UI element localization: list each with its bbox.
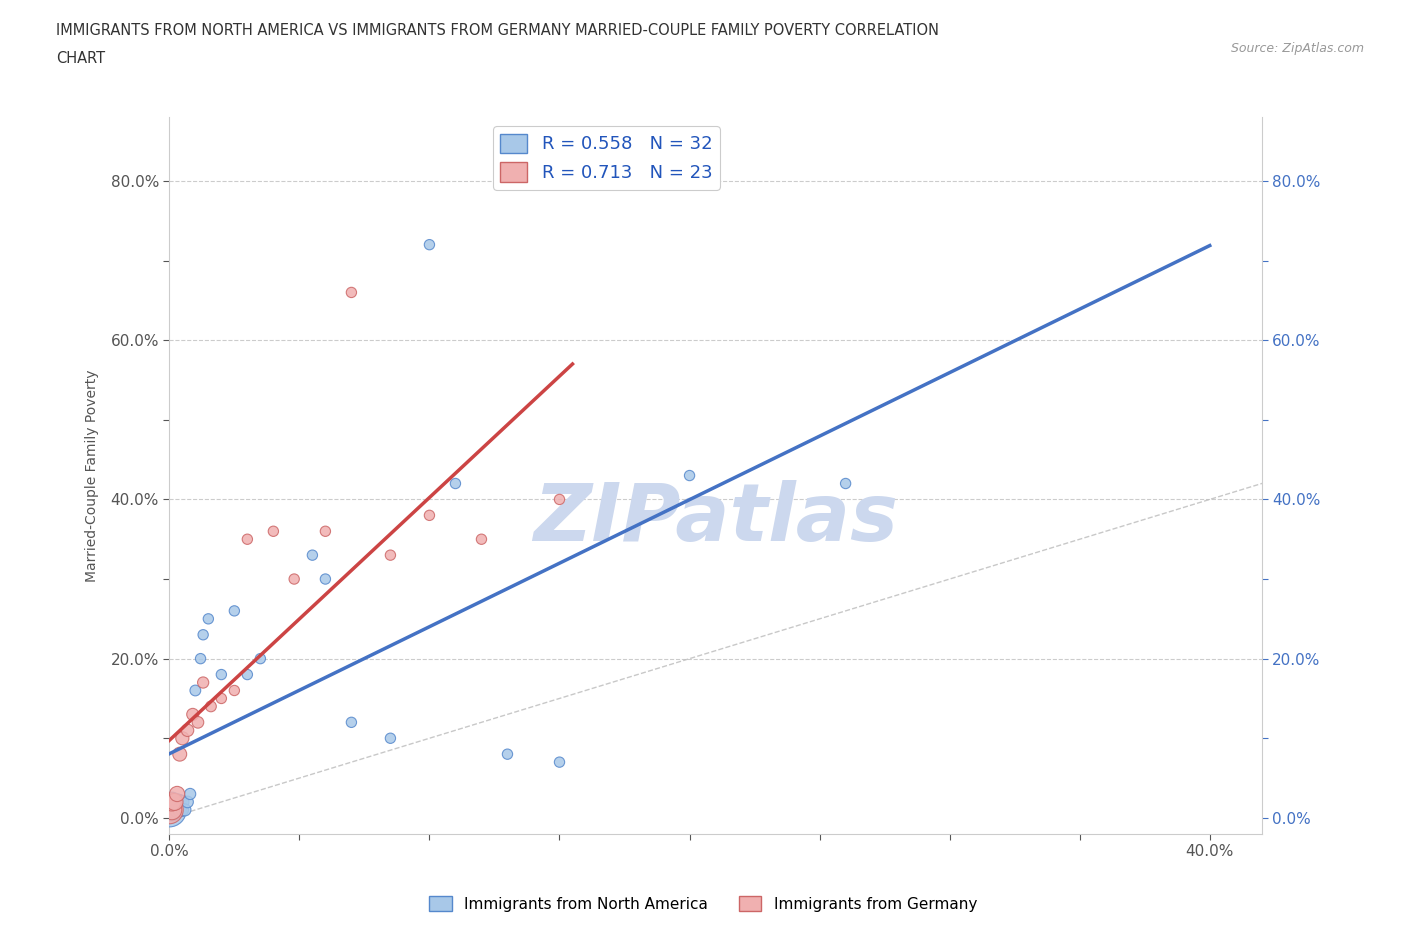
Point (174, 803, 197, 817)
Legend: Immigrants from North America, Immigrants from Germany: Immigrants from North America, Immigrant… (423, 889, 983, 918)
Point (548, 755, 571, 770)
Point (172, 794, 194, 809)
Point (169, 747, 191, 762)
Point (163, 794, 186, 809)
Point (190, 651, 212, 666)
Point (169, 794, 191, 809)
Point (418, 508, 440, 523)
Text: Source: ZipAtlas.com: Source: ZipAtlas.com (1230, 42, 1364, 55)
Point (191, 675, 214, 690)
Point (172, 803, 194, 817)
Text: IMMIGRANTS FROM NORTH AMERICA VS IMMIGRANTS FROM GERMANY MARRIED-COUPLE FAMILY P: IMMIGRANTS FROM NORTH AMERICA VS IMMIGRA… (56, 23, 939, 38)
Point (314, 572, 336, 587)
Point (262, 524, 284, 538)
Point (166, 803, 188, 817)
Point (236, 532, 259, 547)
Point (176, 723, 198, 737)
Point (496, 747, 519, 762)
Point (209, 691, 232, 706)
Point (166, 794, 188, 809)
Point (834, 476, 856, 491)
Point (340, 715, 363, 730)
Point (548, 492, 571, 507)
Point (160, 794, 183, 809)
Point (181, 707, 204, 722)
Point (197, 611, 219, 626)
Point (163, 803, 186, 817)
Point (157, 803, 180, 817)
Point (172, 731, 194, 746)
Point (169, 803, 191, 817)
Point (163, 803, 186, 817)
Point (176, 794, 198, 809)
Point (249, 651, 271, 666)
Point (224, 604, 246, 618)
Point (160, 794, 183, 809)
Point (418, 237, 440, 252)
Point (380, 731, 402, 746)
Point (340, 285, 363, 299)
Point (160, 803, 183, 817)
Point (283, 572, 305, 587)
Point (184, 683, 207, 698)
Legend: R = 0.558   N = 32, R = 0.713   N = 23: R = 0.558 N = 32, R = 0.713 N = 23 (494, 126, 720, 190)
Text: ZIPatlas: ZIPatlas (533, 480, 898, 557)
Point (179, 787, 201, 802)
Point (224, 683, 246, 698)
Point (380, 548, 402, 563)
Text: CHART: CHART (56, 51, 105, 66)
Point (444, 476, 467, 491)
Point (314, 524, 336, 538)
Y-axis label: Married-Couple Family Poverty: Married-Couple Family Poverty (86, 369, 100, 582)
Point (160, 803, 183, 817)
Point (678, 468, 700, 483)
Point (301, 548, 323, 563)
Point (187, 715, 209, 730)
Point (470, 532, 492, 547)
Point (209, 667, 232, 682)
Point (191, 628, 214, 643)
Point (236, 667, 259, 682)
Point (166, 787, 188, 802)
Point (200, 699, 222, 714)
Point (157, 803, 180, 817)
